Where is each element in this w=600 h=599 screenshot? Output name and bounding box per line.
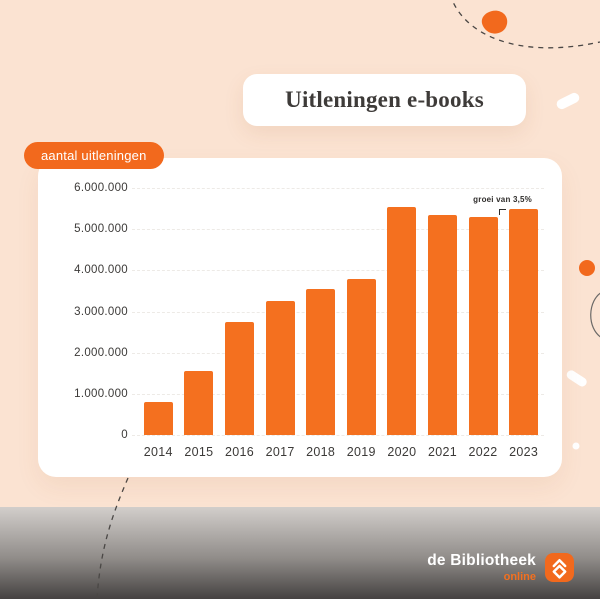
- gridline: [132, 229, 544, 231]
- x-tick-label: 2015: [184, 445, 214, 459]
- gridline: [132, 188, 544, 189]
- y-tick-label: 0: [121, 429, 128, 441]
- y-tick-label: 2.000.000: [74, 346, 128, 359]
- page-title: Uitleningen e-books: [285, 87, 484, 112]
- bar-2015: [184, 371, 214, 435]
- y-tick-label: 6.000.000: [74, 182, 128, 194]
- bars: [138, 188, 544, 435]
- x-tick-label: 2021: [427, 445, 457, 459]
- y-axis-pill-label: aantal uitleningen: [24, 142, 164, 169]
- x-tick-label: 2020: [387, 445, 417, 459]
- bar-2017: [265, 301, 295, 435]
- y-tick-label: 3.000.000: [74, 305, 128, 318]
- bar-slot: [300, 188, 341, 435]
- gridline: [132, 393, 544, 395]
- bar-slot: [138, 188, 179, 435]
- bar-slot: [382, 188, 423, 435]
- white-pill-shape-2: [566, 370, 587, 387]
- y-tick-label: 4.000.000: [74, 264, 128, 277]
- bar-slot: [179, 188, 220, 435]
- gridline: [132, 435, 544, 436]
- bar-slot: [503, 188, 544, 435]
- annotation-corner-mark: [499, 209, 506, 215]
- bar-slot: [422, 188, 463, 435]
- bar-2016: [224, 321, 254, 435]
- bar-slot: [219, 188, 260, 435]
- gridline: [132, 270, 544, 272]
- x-tick-label: 2014: [143, 445, 173, 459]
- brand-footer: de Bibliotheek online: [427, 552, 574, 583]
- bar-2019: [346, 278, 376, 435]
- growth-annotation: groei van 3,5%: [473, 195, 532, 204]
- white-dot: [572, 442, 580, 450]
- bibliotheek-logo-icon: [545, 553, 574, 582]
- bar-2014: [143, 402, 173, 435]
- bar-2023: [509, 209, 539, 435]
- bar-2021: [427, 214, 457, 435]
- brand-subtitle: online: [503, 571, 536, 583]
- x-tick-label: 2019: [346, 445, 376, 459]
- x-tick-label: 2018: [306, 445, 336, 459]
- gridline: [132, 311, 544, 313]
- brand-name: de Bibliotheek: [427, 552, 536, 569]
- dashed-curve-top-right: [451, 0, 600, 49]
- gridline: [132, 352, 544, 354]
- orange-blob: [481, 10, 508, 34]
- bar-slot: [341, 188, 382, 435]
- bar-2022: [468, 216, 498, 435]
- bar-slot: [260, 188, 301, 435]
- bar-2018: [306, 288, 336, 435]
- thin-curve-right: [590, 292, 600, 338]
- white-pill-shape-1: [556, 92, 580, 110]
- title-card: Uitleningen e-books: [243, 74, 526, 126]
- bar-2020: [387, 206, 417, 435]
- plot-area: groei van 3,5%: [132, 188, 544, 436]
- y-tick-label: 1.000.000: [74, 387, 128, 400]
- x-tick-label: 2022: [468, 445, 498, 459]
- x-axis: 2014 2015 2016 2017 2018 2019 2020 2021 2022 2023: [138, 445, 544, 459]
- x-tick-label: 2016: [224, 445, 254, 459]
- y-axis: 6.000.000 5.000.000 4.000.000 3.000.000 2.00…: [50, 182, 128, 441]
- orange-dot: [579, 260, 595, 276]
- x-tick-label: 2023: [509, 445, 539, 459]
- chart-panel: 6.000.000 5.000.000 4.000.000 3.000.000 2.00…: [38, 158, 562, 477]
- brand-text-block: de Bibliotheek online: [427, 552, 536, 583]
- y-tick-label: 5.000.000: [74, 223, 128, 236]
- x-tick-label: 2017: [265, 445, 295, 459]
- bar-slot: [463, 188, 504, 435]
